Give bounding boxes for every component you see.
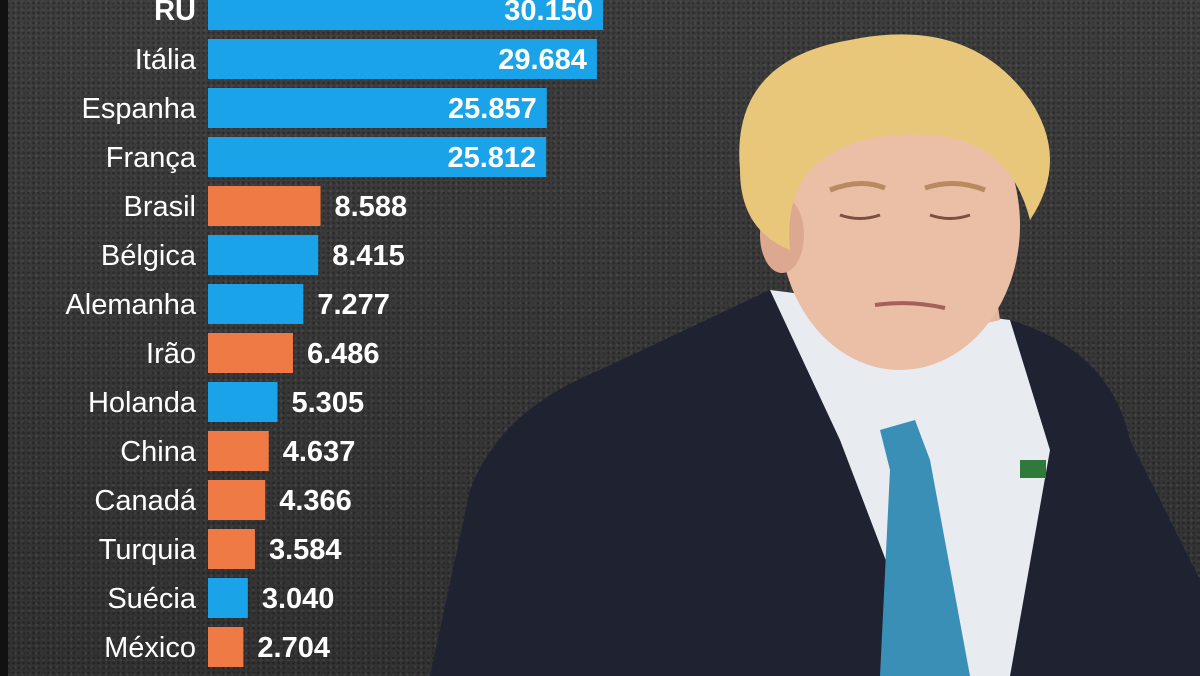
value-label-4: 8.588	[335, 191, 408, 223]
category-label-6: Alemanha	[65, 289, 196, 321]
category-label-10: Canadá	[94, 485, 196, 517]
tie	[880, 420, 970, 676]
bar-13	[208, 627, 244, 667]
value-label-1: 29.684	[498, 44, 587, 76]
mouth	[874, 301, 946, 310]
person-photo-icon	[430, 34, 1200, 676]
face	[780, 80, 1020, 370]
category-label-8: Holanda	[88, 387, 197, 419]
lapel-pin	[1020, 460, 1046, 478]
value-label-12: 3.040	[262, 583, 335, 615]
category-label-13: México	[104, 632, 196, 664]
bar-6	[208, 284, 304, 324]
bar-3	[208, 137, 547, 177]
value-label-5: 8.415	[332, 240, 405, 272]
hair	[739, 34, 1050, 251]
bar-4	[208, 186, 321, 226]
category-label-7: Irão	[146, 338, 196, 370]
value-label-13: 2.704	[257, 632, 330, 664]
bar-7	[208, 333, 293, 373]
value-label-2: 25.857	[448, 93, 537, 125]
category-label-1: Itália	[135, 44, 197, 76]
bar-chart: RU 30.150 Itália 29.684 Espanha 25.857 França 2…	[65, 0, 603, 667]
left-edge-strip	[0, 0, 8, 676]
bar-10	[208, 480, 266, 520]
eye-right	[929, 213, 971, 220]
bar-11	[208, 529, 255, 569]
value-label-10: 4.366	[279, 485, 352, 517]
value-label-3: 25.812	[447, 142, 536, 174]
category-label-5: Bélgica	[101, 240, 197, 272]
eye-left	[839, 213, 881, 220]
value-label-0: 30.150	[504, 0, 593, 27]
category-label-12: Suécia	[107, 583, 197, 615]
bar-9	[208, 431, 269, 471]
bar-12	[208, 578, 248, 618]
value-label-6: 7.277	[317, 289, 390, 321]
brow-left	[829, 181, 886, 193]
value-label-8: 5.305	[292, 387, 365, 419]
bar-5	[208, 235, 319, 275]
category-label-9: China	[120, 436, 197, 468]
category-label-4: Brasil	[123, 191, 196, 223]
bar-8	[208, 382, 278, 422]
category-label-0: RU	[154, 0, 196, 27]
bar-0	[208, 0, 603, 30]
category-label-2: Espanha	[82, 93, 197, 125]
brow-right	[924, 181, 986, 193]
value-label-11: 3.584	[269, 534, 342, 566]
value-label-9: 4.637	[283, 436, 356, 468]
category-label-11: Turquia	[99, 534, 197, 566]
category-label-3: França	[106, 142, 197, 174]
bar-1	[208, 39, 597, 79]
bar-2	[208, 88, 547, 128]
value-label-7: 6.486	[307, 338, 380, 370]
